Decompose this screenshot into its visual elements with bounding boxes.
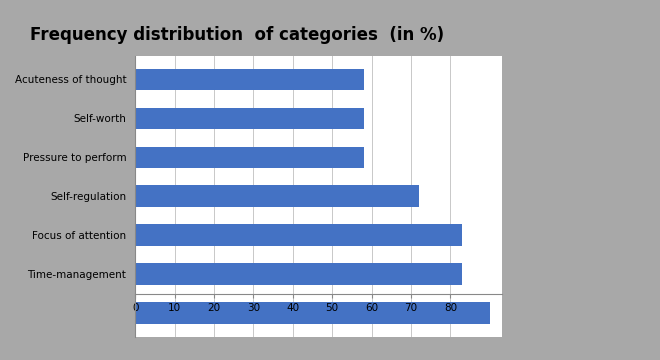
Bar xyxy=(135,108,364,129)
Bar xyxy=(135,302,490,324)
Bar xyxy=(135,185,419,207)
Bar xyxy=(135,224,462,246)
Bar xyxy=(135,264,462,285)
Bar xyxy=(135,68,364,90)
Bar xyxy=(135,147,364,168)
Text: Frequency distribution  of categories  (in %): Frequency distribution of categories (in… xyxy=(30,26,445,44)
